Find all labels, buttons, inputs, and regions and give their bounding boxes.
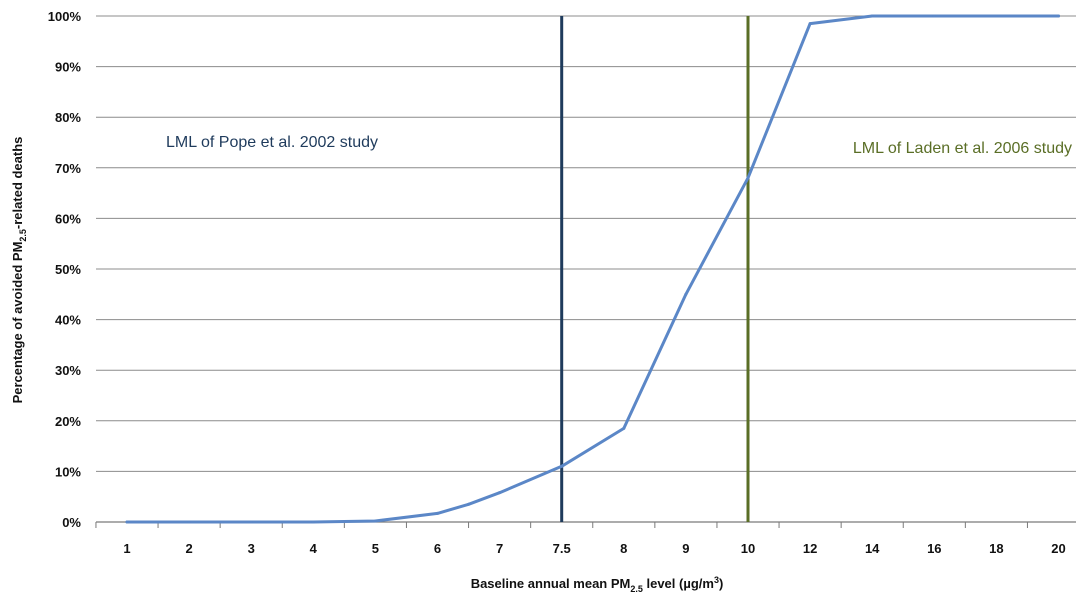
data-point bbox=[746, 176, 750, 180]
data-point bbox=[684, 292, 688, 296]
y-axis-ticks: 0% 10% 20% 30% 40% 50% 60% 70% 80% 90% 100% bbox=[48, 9, 82, 530]
reference-lines: LML of Pope et al. 2002 study LML of Lade… bbox=[166, 16, 1072, 522]
gridlines bbox=[96, 15, 1076, 472]
x-tick-label: 8 bbox=[620, 541, 627, 556]
y-tick-label: 60% bbox=[55, 211, 81, 226]
x-tick-label: 16 bbox=[927, 541, 941, 556]
data-point bbox=[125, 520, 129, 524]
data-point bbox=[1057, 14, 1060, 18]
reference-line-label: LML of Laden et al. 2006 study bbox=[853, 140, 1072, 157]
x-axis-title: Baseline annual mean PM2.5 level (µg/m3) bbox=[471, 575, 724, 594]
data-point bbox=[870, 14, 874, 18]
series-layer bbox=[125, 14, 1060, 524]
x-tick-label: 2 bbox=[185, 541, 192, 556]
data-point bbox=[436, 511, 439, 515]
x-tick-label: 12 bbox=[803, 541, 817, 556]
y-tick-label: 20% bbox=[55, 414, 81, 429]
y-axis-title: Percentage of avoided PM2.5-related deat… bbox=[10, 137, 28, 404]
data-point bbox=[187, 520, 191, 524]
y-tick-label: 70% bbox=[55, 161, 81, 176]
x-tick-label: 20 bbox=[1051, 541, 1065, 556]
x-tick-label: 9 bbox=[682, 541, 689, 556]
data-point bbox=[560, 464, 564, 468]
y-tick-label: 30% bbox=[55, 363, 81, 378]
x-tick-label: 4 bbox=[310, 541, 318, 556]
y-tick-label: 50% bbox=[55, 262, 81, 277]
x-tick-label: 1 bbox=[123, 541, 130, 556]
reference-line-label: LML of Pope et al. 2002 study bbox=[166, 134, 378, 151]
x-tick-label: 7 bbox=[496, 541, 503, 556]
data-point bbox=[994, 14, 998, 18]
x-tick-label: 18 bbox=[989, 541, 1003, 556]
data-point bbox=[467, 502, 471, 506]
y-tick-label: 90% bbox=[55, 60, 81, 75]
x-axis-ticks: 1 2 3 4 5 6 7 7.5 8 9 10 12 14 16 18 20 bbox=[95, 521, 1076, 556]
data-point bbox=[498, 491, 502, 495]
x-tick-label: 5 bbox=[372, 541, 379, 556]
data-point bbox=[311, 520, 315, 524]
x-tick-label: 3 bbox=[248, 541, 255, 556]
data-point bbox=[622, 426, 626, 430]
data-point bbox=[373, 519, 377, 523]
y-tick-label: 0% bbox=[62, 515, 81, 530]
y-tick-label: 40% bbox=[55, 313, 81, 328]
x-tick-label: 10 bbox=[741, 541, 755, 556]
data-point bbox=[249, 520, 253, 524]
data-point bbox=[808, 22, 812, 26]
y-tick-label: 100% bbox=[48, 9, 82, 24]
x-tick-label: 14 bbox=[865, 541, 880, 556]
x-tick-label: 7.5 bbox=[553, 541, 571, 556]
x-tick-label: 6 bbox=[434, 541, 441, 556]
y-tick-label: 80% bbox=[55, 110, 81, 125]
data-point bbox=[932, 14, 936, 18]
y-tick-label: 10% bbox=[55, 464, 81, 479]
